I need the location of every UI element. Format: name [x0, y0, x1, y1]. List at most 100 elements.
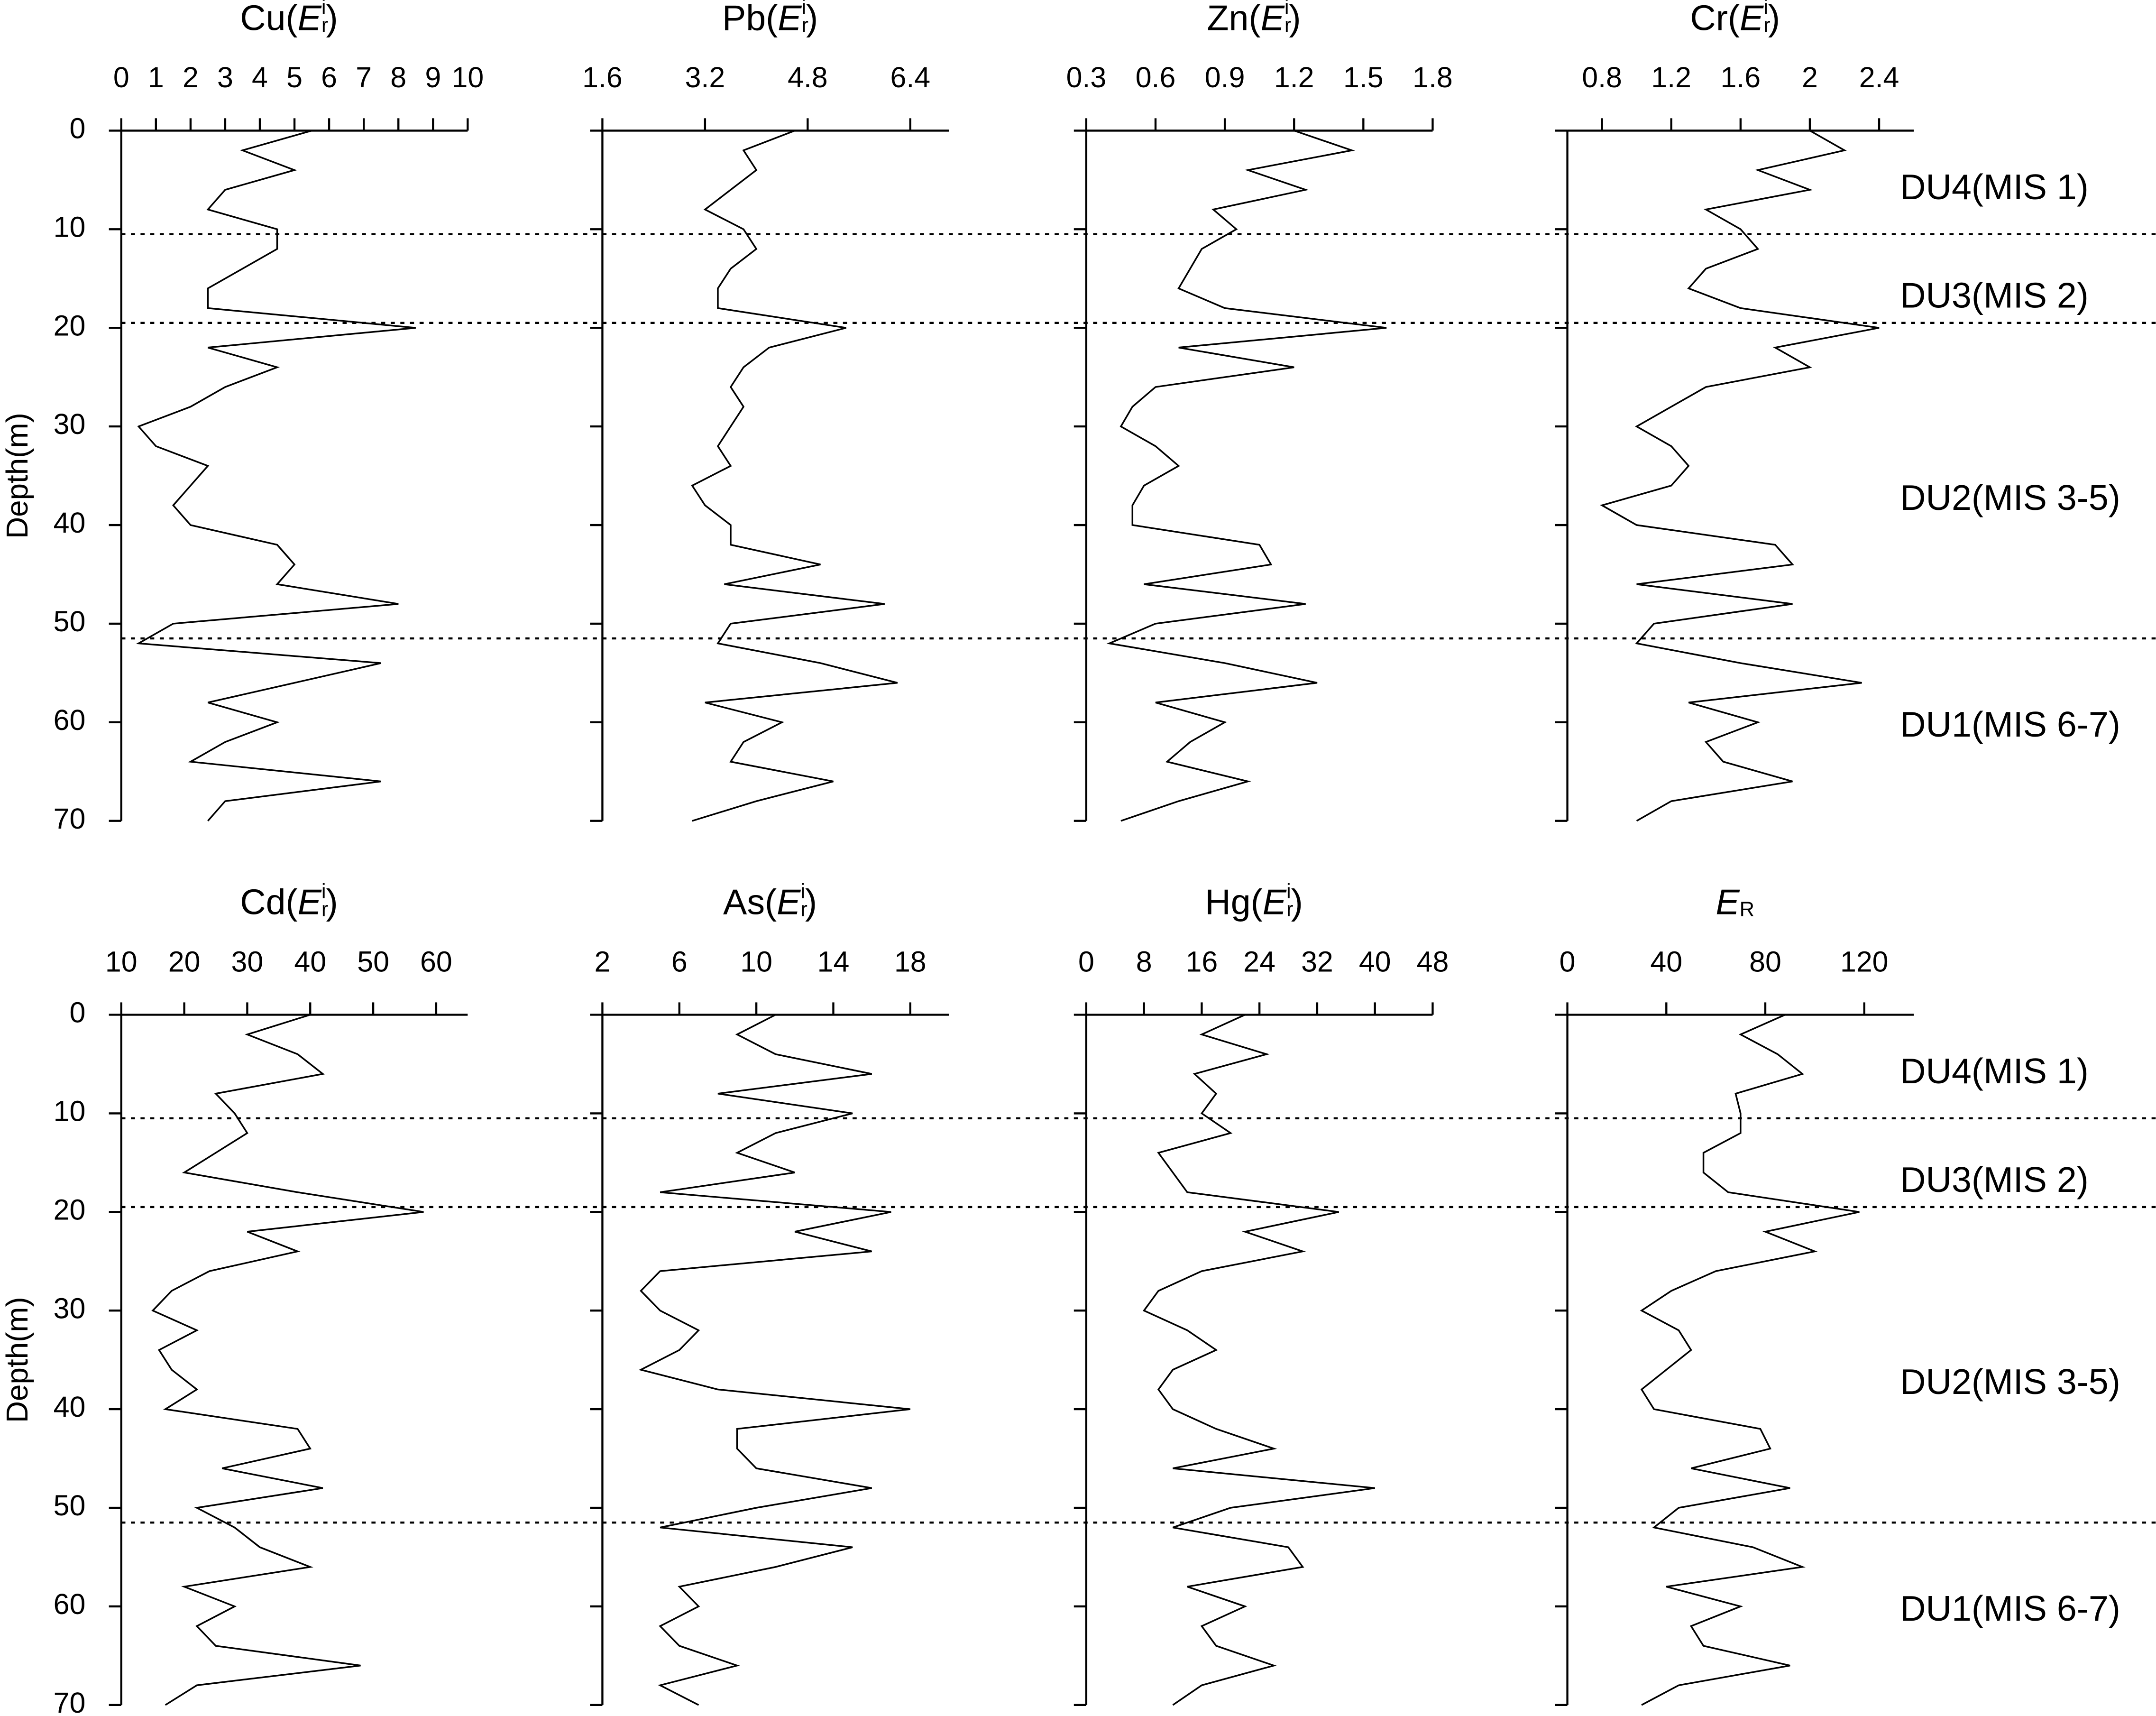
title-part: i — [321, 0, 326, 18]
x-tick-label: 3 — [217, 61, 233, 93]
profile-line — [1640, 1014, 1860, 1706]
title-part: E — [298, 0, 322, 37]
title-part: E — [298, 882, 322, 922]
y-tick-label: 60 — [54, 1588, 86, 1620]
title-part: ) — [1768, 0, 1780, 37]
x-tick-label: 6.4 — [890, 61, 931, 93]
panel-title: Cu(Eri) — [240, 0, 338, 37]
y-tick-label: 40 — [54, 1391, 86, 1423]
x-tick-label: 20 — [168, 945, 201, 978]
x-tick-label: 8 — [1136, 945, 1152, 978]
title-part: r — [321, 898, 328, 921]
panel-title: ER — [1716, 882, 1754, 922]
title-part: r — [1286, 898, 1293, 921]
unit-label: DU1(MIS 6-7) — [1900, 1588, 2120, 1628]
y-tick-label: 30 — [54, 1292, 86, 1324]
title-part: Cr( — [1690, 0, 1740, 37]
title-part: ) — [805, 882, 817, 922]
profile-line — [638, 1014, 911, 1706]
y-tick-label: 70 — [54, 803, 86, 835]
unit-label: DU2(MIS 3-5) — [1900, 1362, 2120, 1402]
x-tick-label: 40 — [1359, 945, 1391, 978]
x-tick-label: 2.4 — [1859, 61, 1899, 93]
panel-title: Cd(Eri) — [240, 880, 338, 922]
x-tick-label: 1.2 — [1274, 61, 1314, 93]
x-tick-label: 0 — [113, 61, 129, 93]
x-tick-label: 30 — [231, 945, 264, 978]
title-part: E — [1261, 0, 1285, 37]
x-tick-label: 0.3 — [1066, 61, 1107, 93]
x-tick-label: 0 — [1560, 945, 1576, 978]
panel-title: Pb(Eri) — [722, 0, 818, 37]
profile-line — [1106, 129, 1387, 822]
unit-label: DU4(MIS 1) — [1900, 1051, 2089, 1091]
x-tick-label: 40 — [1650, 945, 1682, 978]
x-tick-label: 60 — [420, 945, 452, 978]
title-part: r — [321, 14, 328, 37]
title-part: ) — [326, 0, 338, 37]
title-part: i — [1763, 0, 1768, 18]
x-tick-label: 120 — [1840, 945, 1889, 978]
profile-line — [151, 1014, 424, 1706]
title-part: ) — [806, 0, 818, 37]
x-tick-label: 4 — [252, 61, 268, 93]
x-tick-label: 0.9 — [1205, 61, 1245, 93]
profile-line — [691, 129, 898, 822]
y-tick-label: 50 — [54, 1489, 86, 1522]
title-part: As( — [723, 882, 777, 922]
title-part: r — [1763, 14, 1770, 37]
title-part: E — [1716, 882, 1740, 922]
y-tick-label: 0 — [70, 112, 86, 144]
x-tick-label: 48 — [1417, 945, 1449, 978]
title-part: r — [800, 898, 807, 921]
x-tick-label: 10 — [105, 945, 138, 978]
x-tick-label: 5 — [286, 61, 303, 93]
panel-title: Cr(Eri) — [1690, 0, 1780, 37]
title-part: Cu( — [240, 0, 297, 37]
title-part: Cd( — [240, 882, 297, 922]
x-tick-label: 2 — [595, 945, 611, 978]
y-tick-label: 0 — [70, 996, 86, 1029]
y-tick-label: 20 — [54, 309, 86, 341]
x-tick-label: 10 — [740, 945, 772, 978]
y-tick-label: 40 — [54, 507, 86, 539]
x-tick-label: 14 — [817, 945, 850, 978]
x-tick-label: 1.6 — [582, 61, 623, 93]
y-tick-label: 70 — [54, 1687, 86, 1716]
x-tick-label: 80 — [1749, 945, 1781, 978]
panel-title: As(Eri) — [723, 880, 817, 922]
x-tick-label: 1.5 — [1343, 61, 1384, 93]
y-tick-label: 60 — [54, 704, 86, 736]
title-part: r — [802, 14, 808, 37]
title-part: r — [1284, 14, 1291, 37]
x-tick-label: 40 — [294, 945, 326, 978]
x-tick-label: 16 — [1186, 945, 1218, 978]
title-part: i — [1284, 0, 1289, 18]
x-tick-label: 24 — [1243, 945, 1275, 978]
x-tick-label: 4.8 — [788, 61, 828, 93]
x-tick-label: 6 — [671, 945, 688, 978]
unit-label: DU2(MIS 3-5) — [1900, 478, 2120, 517]
x-tick-label: 1.2 — [1651, 61, 1691, 93]
profile-line — [136, 129, 416, 821]
x-tick-label: 0.6 — [1136, 61, 1176, 93]
x-tick-label: 6 — [321, 61, 337, 93]
x-tick-label: 1 — [148, 61, 164, 93]
x-tick-label: 2 — [183, 61, 199, 93]
y-tick-label: 30 — [54, 408, 86, 440]
profile-line — [1600, 129, 1880, 822]
title-part: ) — [326, 882, 338, 922]
title-part: i — [801, 0, 806, 18]
x-tick-label: 2 — [1802, 61, 1818, 93]
x-tick-label: 8 — [390, 61, 406, 93]
unit-label: DU1(MIS 6-7) — [1900, 704, 2120, 744]
x-tick-label: 7 — [356, 61, 372, 93]
title-part: Pb( — [722, 0, 778, 37]
title-part: i — [321, 880, 326, 903]
x-tick-label: 1.6 — [1721, 61, 1761, 93]
x-tick-label: 9 — [425, 61, 441, 93]
panel-title: Zn(Eri) — [1207, 0, 1301, 37]
panel-title: Hg(Eri) — [1205, 880, 1303, 922]
